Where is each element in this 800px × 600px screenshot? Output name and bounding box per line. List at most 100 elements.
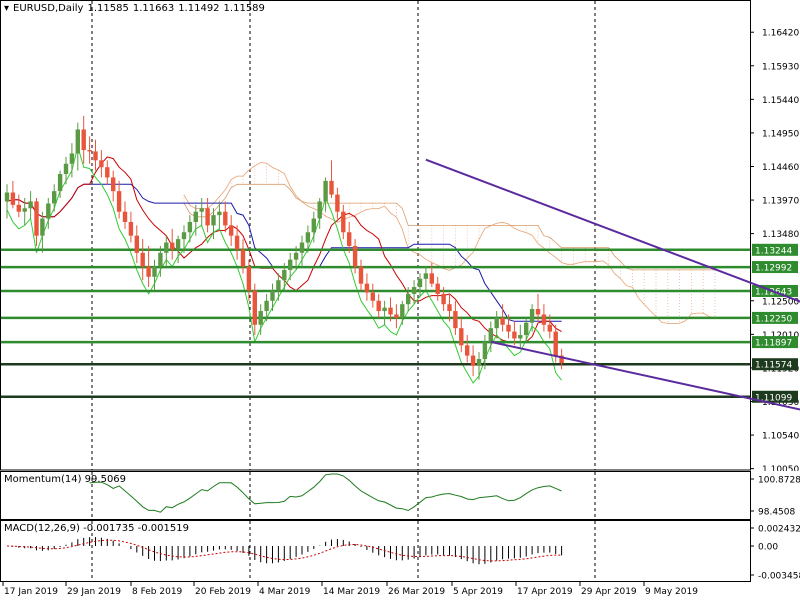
candle-body bbox=[81, 129, 86, 151]
momentum-tick-label: 98.4508 bbox=[758, 508, 795, 518]
candle-body bbox=[482, 341, 488, 360]
candle-body bbox=[500, 317, 505, 325]
candle-body bbox=[164, 242, 169, 253]
candle-body bbox=[329, 180, 334, 195]
candle-body bbox=[288, 259, 293, 270]
x-tick-label: 8 Feb 2019 bbox=[132, 587, 183, 597]
momentum-panel[interactable]: 100.8728 98.4508 bbox=[0, 471, 800, 520]
macd-tick-label: -0.003458 bbox=[758, 572, 800, 582]
plot-frame bbox=[0, 0, 751, 471]
candle-body bbox=[122, 211, 128, 222]
candle-body bbox=[417, 278, 423, 288]
candle-body bbox=[234, 235, 240, 250]
y-tick-label: 1.14460 bbox=[762, 163, 799, 173]
chart-header: ▾ EURUSD,Daily 1.11585 1.11663 1.11492 1.1158… bbox=[4, 3, 269, 14]
candle-body bbox=[170, 242, 175, 250]
candle-body bbox=[258, 311, 263, 325]
y-tick-label: 1.11030 bbox=[762, 398, 799, 408]
candle-body bbox=[394, 314, 399, 318]
y-tick-label: 1.10540 bbox=[762, 432, 799, 442]
candle-body bbox=[435, 283, 440, 294]
y-tick-label: 1.10050 bbox=[762, 465, 799, 471]
candle-body bbox=[341, 211, 346, 233]
y-tick-label: 1.13480 bbox=[762, 230, 799, 240]
candle-body bbox=[134, 235, 139, 253]
candle-body bbox=[299, 242, 305, 253]
macd-frame bbox=[0, 520, 751, 582]
candle-body bbox=[270, 290, 275, 301]
candle-body bbox=[470, 355, 476, 366]
candle-body bbox=[311, 218, 316, 233]
candle-body bbox=[376, 300, 381, 312]
x-tick-label: 14 Mar 2019 bbox=[323, 587, 380, 597]
senkou-span-a-line bbox=[183, 161, 716, 324]
level-price-label: 1.11897 bbox=[755, 339, 792, 349]
candle-body bbox=[282, 269, 287, 281]
y-tick-label: 1.12010 bbox=[762, 331, 799, 341]
trendline-lower bbox=[490, 340, 800, 411]
candle-body bbox=[46, 203, 51, 219]
level-price-label: 1.12250 bbox=[755, 314, 792, 324]
candle-body bbox=[111, 177, 116, 192]
momentum-svg: 100.8728 98.4508 bbox=[0, 471, 800, 520]
candle-body bbox=[388, 307, 393, 315]
x-tick-label: 29 Jan 2019 bbox=[67, 587, 121, 597]
price-chart[interactable]: 1.16420 1.15930 1.15440 1.14950 1.14460 1.139… bbox=[0, 0, 800, 475]
candle-body bbox=[34, 201, 39, 236]
candle-body bbox=[529, 308, 535, 323]
y-tick-label: 1.16420 bbox=[762, 29, 799, 39]
candle-body bbox=[293, 252, 299, 260]
y-tick-label: 1.14950 bbox=[762, 129, 799, 139]
x-tick-label: 26 Mar 2019 bbox=[388, 587, 445, 597]
candle-body bbox=[229, 225, 234, 236]
candle-body bbox=[87, 150, 92, 152]
x-tick-label: 17 Apr 2019 bbox=[517, 587, 573, 597]
candle-body bbox=[347, 232, 352, 246]
x-tick-label: 5 Apr 2019 bbox=[453, 587, 503, 597]
y-tick-label: 1.13970 bbox=[762, 197, 799, 207]
candle-body bbox=[181, 232, 187, 240]
high-value: 1.11663 bbox=[132, 3, 175, 14]
candle-body bbox=[246, 266, 252, 291]
momentum-frame bbox=[0, 471, 751, 520]
macd-label: MACD(12,26,9) -0.001735 -0.001519 bbox=[4, 523, 189, 534]
trendline-upper bbox=[425, 158, 800, 303]
candle-body bbox=[518, 335, 523, 339]
candle-body bbox=[16, 204, 21, 212]
candle-body bbox=[429, 273, 434, 284]
level-price-label: 1.11574 bbox=[755, 361, 792, 371]
candle-body bbox=[276, 280, 281, 291]
kijun-sen-line bbox=[6, 183, 562, 322]
candle-body bbox=[57, 174, 63, 192]
candle-body bbox=[75, 129, 80, 154]
x-tick-label: 4 Mar 2019 bbox=[259, 587, 311, 597]
candle-body bbox=[146, 266, 151, 277]
candle-body bbox=[264, 300, 269, 312]
level-price-tag bbox=[752, 336, 798, 349]
level-price-label: 1.13244 bbox=[755, 246, 792, 256]
candle-body bbox=[512, 331, 517, 339]
candle-body bbox=[128, 221, 134, 236]
open-value: 1.11585 bbox=[87, 3, 129, 14]
candle-body bbox=[99, 160, 104, 168]
candle-body bbox=[223, 211, 228, 226]
dropdown-triangle-icon[interactable]: ▾ bbox=[4, 3, 10, 14]
candle-body bbox=[22, 208, 27, 212]
candle-body bbox=[400, 304, 405, 318]
macd-panel[interactable]: 0.002432 0.00 -0.003458 bbox=[0, 520, 800, 582]
candle-body bbox=[40, 218, 45, 236]
macd-tick-label: 0.00 bbox=[758, 543, 778, 553]
momentum-label: Momentum(14) 99.5069 bbox=[4, 474, 127, 485]
candle-body bbox=[541, 314, 547, 325]
candle-body bbox=[465, 345, 470, 356]
candle-body bbox=[323, 180, 328, 202]
candle-body bbox=[547, 324, 552, 332]
candle-body bbox=[494, 317, 499, 329]
x-tick-label: 29 Apr 2019 bbox=[581, 587, 637, 597]
candle-body bbox=[352, 245, 358, 267]
candle-body bbox=[205, 208, 210, 226]
y-tick-label: 1.15440 bbox=[762, 96, 799, 106]
symbol-label: EURUSD,Daily bbox=[13, 3, 84, 14]
price-chart-svg: 1.16420 1.15930 1.15440 1.14950 1.14460 1.139… bbox=[0, 0, 800, 475]
candle-body bbox=[382, 307, 387, 312]
